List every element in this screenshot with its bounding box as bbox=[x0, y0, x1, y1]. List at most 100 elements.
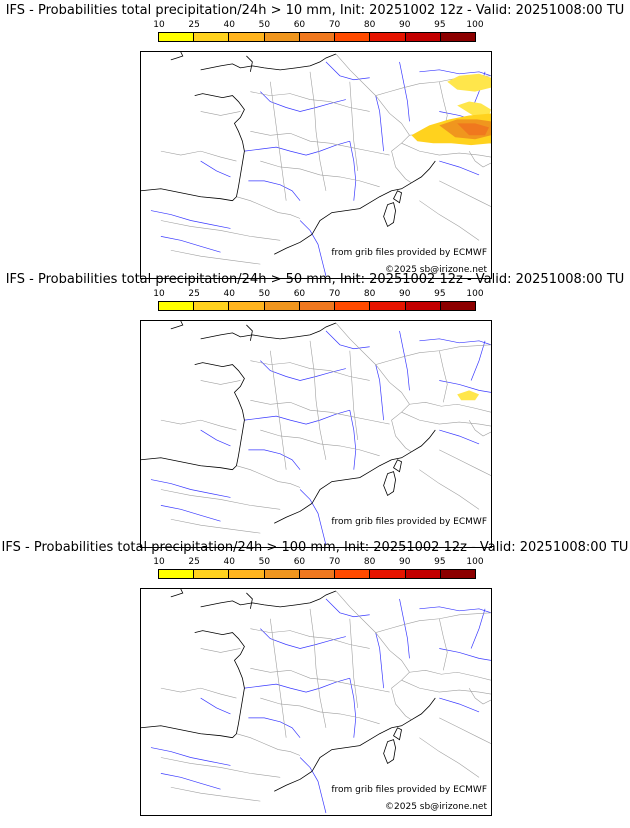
colorbar-segment bbox=[159, 33, 195, 41]
colorbar-tick-label: 95 bbox=[434, 557, 446, 567]
admin-border bbox=[335, 322, 412, 453]
colorbar-segment bbox=[405, 570, 441, 578]
colorbar-tick-label: 90 bbox=[399, 20, 411, 30]
colorbar-segment bbox=[264, 33, 300, 41]
admin-border bbox=[309, 608, 327, 728]
admin-border bbox=[160, 150, 237, 162]
colorbar-tick-label: 70 bbox=[328, 20, 341, 30]
admin-border bbox=[439, 717, 491, 744]
admin-border bbox=[170, 249, 261, 265]
river-line bbox=[419, 338, 491, 346]
admin-border bbox=[236, 465, 301, 488]
admin-border bbox=[401, 142, 491, 158]
coastline bbox=[383, 202, 396, 228]
coastline bbox=[274, 459, 392, 524]
coastline bbox=[391, 160, 436, 192]
river-line bbox=[375, 632, 384, 689]
coastline bbox=[194, 362, 245, 470]
river-line bbox=[244, 140, 350, 156]
panel-title: IFS - Probabilities total precipitation/… bbox=[5, 272, 625, 287]
coastline bbox=[170, 589, 184, 598]
river-line bbox=[439, 648, 491, 661]
colorbar-segment bbox=[299, 570, 336, 578]
colorbar-segment bbox=[194, 33, 230, 41]
colorbar-tick-label: 95 bbox=[434, 20, 446, 30]
colorbar-tick-label: 60 bbox=[293, 557, 306, 567]
coastline bbox=[383, 471, 396, 497]
precip-area bbox=[457, 123, 490, 136]
colorbar-strip bbox=[158, 569, 476, 579]
source-credit: from grib files provided by ECMWF bbox=[331, 248, 487, 258]
colorbar-tick-label: 60 bbox=[293, 289, 306, 299]
river-line bbox=[160, 236, 221, 253]
river-line bbox=[150, 479, 231, 498]
admin-border bbox=[349, 618, 359, 708]
admin-border bbox=[160, 220, 281, 241]
colorbar-segment bbox=[264, 302, 300, 310]
colorbar-segment bbox=[194, 570, 230, 578]
river-line bbox=[200, 697, 231, 715]
river-line bbox=[439, 697, 480, 713]
river-line bbox=[439, 429, 480, 445]
coastline bbox=[194, 630, 245, 738]
coastline bbox=[141, 188, 233, 202]
river-line bbox=[439, 160, 480, 176]
river-line bbox=[419, 69, 491, 77]
river-line bbox=[244, 677, 350, 693]
colorbar-segment bbox=[159, 302, 195, 310]
admin-border bbox=[309, 340, 327, 460]
river-line bbox=[200, 160, 231, 178]
colorbar-segment bbox=[370, 302, 406, 310]
river-line bbox=[200, 429, 231, 447]
coastline bbox=[393, 190, 402, 204]
admin-border bbox=[409, 669, 491, 681]
river-line bbox=[150, 747, 231, 766]
colorbar-strip bbox=[158, 301, 476, 311]
colorbar-tick-label: 95 bbox=[434, 289, 446, 299]
coastline bbox=[393, 727, 402, 741]
colorbar-segment bbox=[194, 302, 230, 310]
colorbar-segment bbox=[229, 33, 265, 41]
coastline bbox=[141, 725, 233, 739]
colorbar-segment bbox=[405, 33, 441, 41]
admin-border bbox=[375, 612, 491, 633]
admin-border bbox=[419, 200, 480, 241]
admin-border bbox=[170, 518, 261, 534]
colorbar-segment bbox=[335, 570, 371, 578]
river-line bbox=[325, 61, 370, 81]
colorbar-segment bbox=[370, 570, 406, 578]
river-line bbox=[299, 220, 327, 277]
admin-border bbox=[309, 71, 327, 191]
river-line bbox=[160, 773, 221, 790]
colorbar-tick-label: 50 bbox=[258, 557, 271, 567]
source-credit: from grib files provided by ECMWF bbox=[331, 517, 487, 527]
admin-border bbox=[375, 344, 491, 365]
colorbar-tick-label: 90 bbox=[399, 557, 411, 567]
coastline bbox=[393, 459, 402, 473]
admin-border bbox=[401, 679, 491, 695]
admin-border bbox=[439, 180, 491, 207]
river-line bbox=[150, 210, 231, 229]
admin-border bbox=[468, 419, 491, 437]
colorbar-strip bbox=[158, 32, 476, 42]
admin-border bbox=[260, 160, 380, 188]
admin-border bbox=[269, 618, 287, 738]
precip-area bbox=[457, 390, 480, 401]
river-line bbox=[399, 598, 410, 659]
colorbar-segment bbox=[440, 570, 475, 578]
coastline bbox=[274, 727, 392, 792]
precip-area bbox=[447, 73, 491, 92]
coastline bbox=[170, 321, 184, 330]
coastline bbox=[246, 55, 253, 72]
river-line bbox=[349, 141, 357, 201]
colorbar-segment bbox=[159, 570, 195, 578]
colorbar-segment bbox=[440, 302, 475, 310]
forecast-panel-50mm: IFS - Probabilities total precipitation/… bbox=[0, 272, 630, 548]
colorbar-tick-label: 60 bbox=[293, 20, 306, 30]
admin-border bbox=[260, 697, 380, 725]
admin-border bbox=[160, 419, 237, 431]
river-line bbox=[260, 91, 346, 112]
coastline bbox=[170, 52, 184, 61]
forecast-panel-100mm: IFS - Probabilities total precipitation/… bbox=[0, 540, 630, 816]
river-line bbox=[260, 628, 346, 649]
